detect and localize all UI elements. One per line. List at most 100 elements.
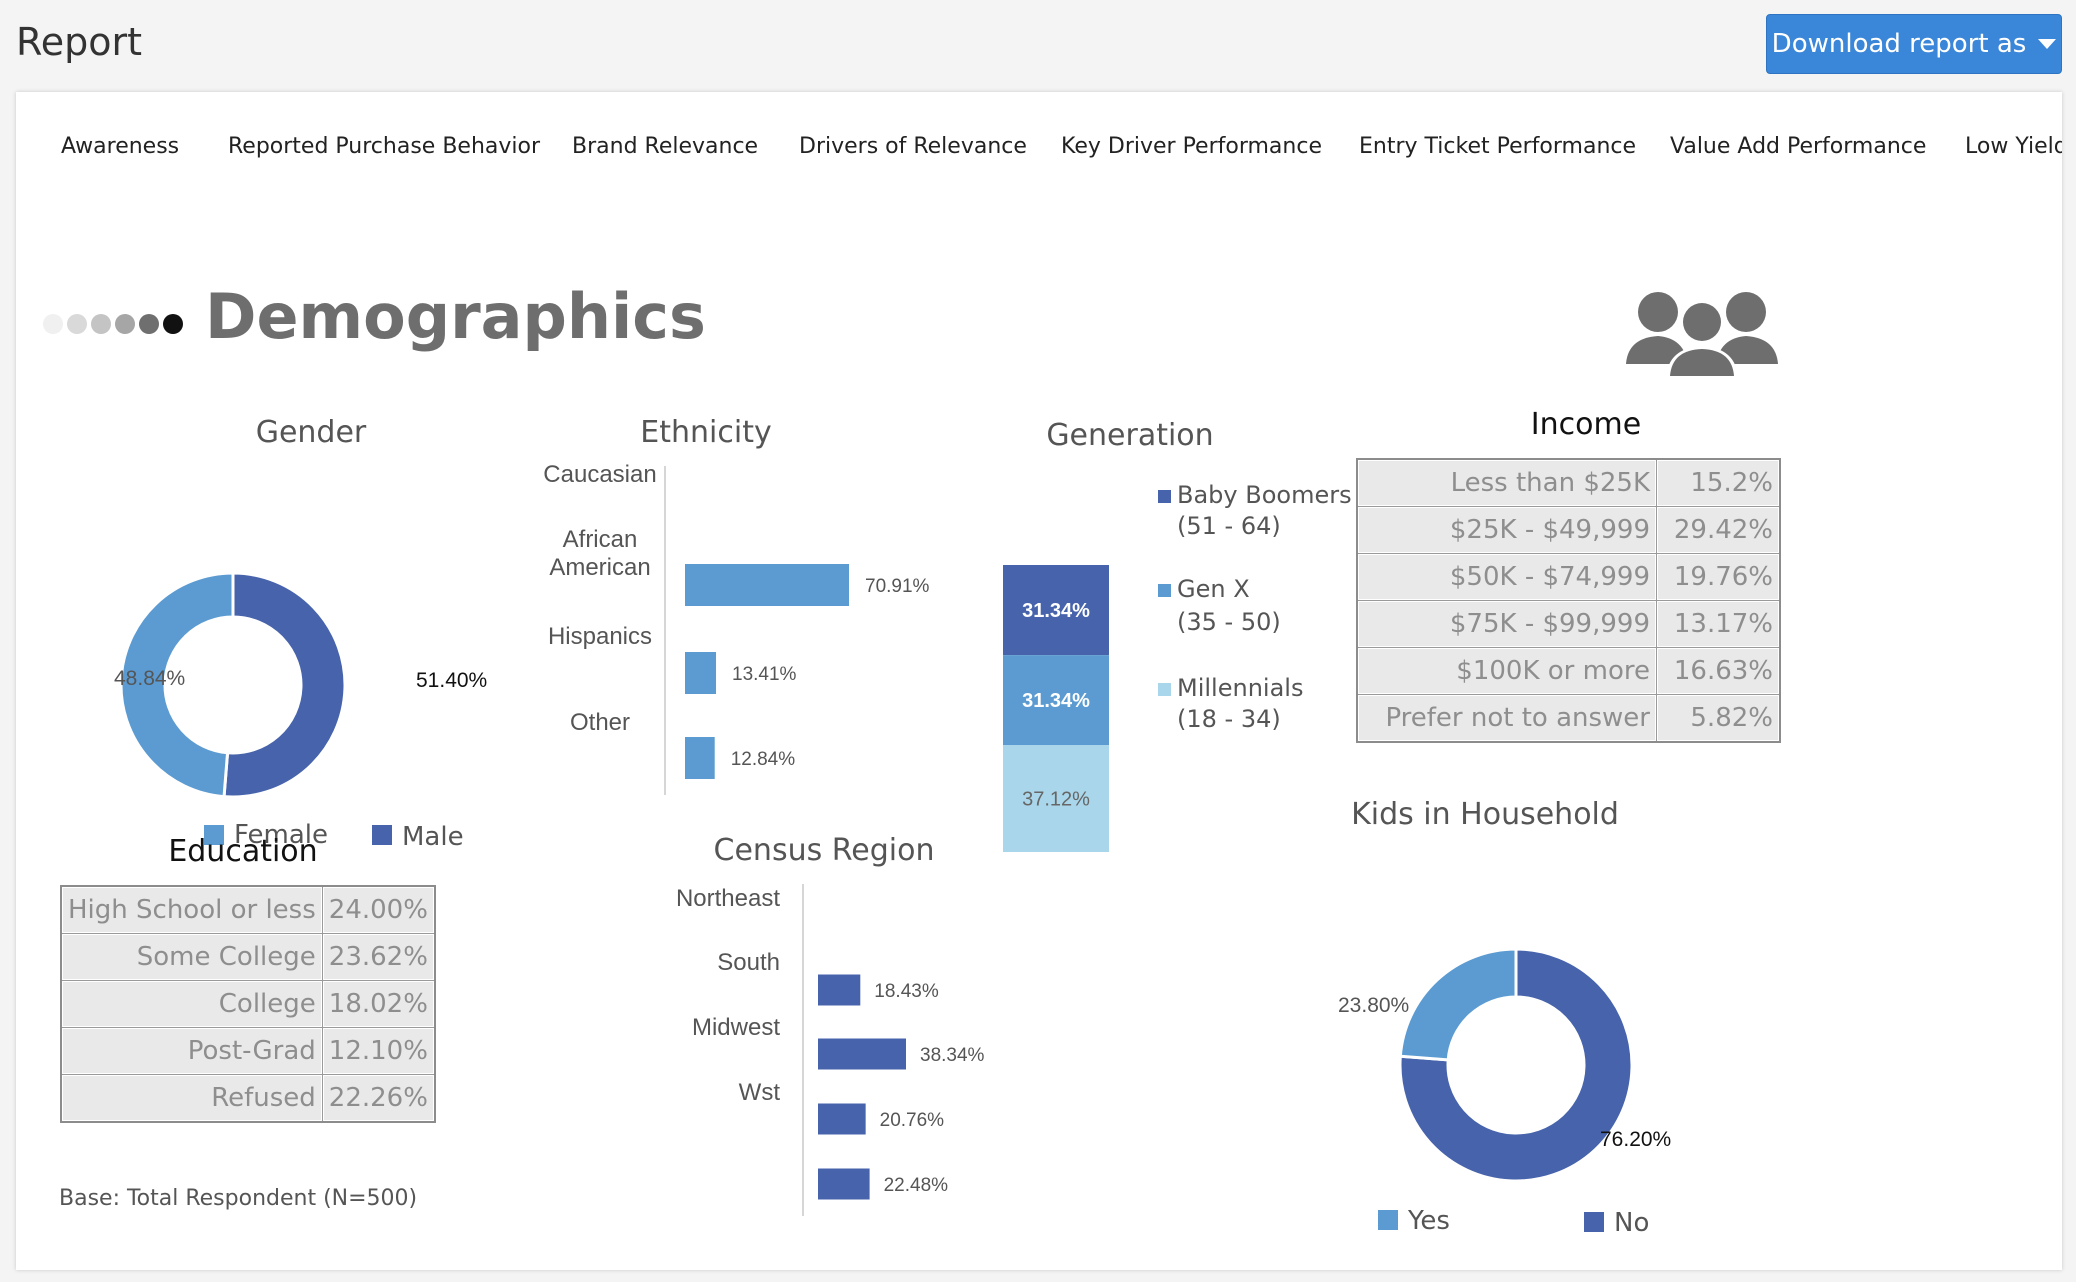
ethnicity-data-label-hispanics: 12.84%: [731, 749, 796, 770]
census-category-wst: Wst: [739, 1079, 781, 1106]
income-row-label: $25K - $49,999: [1356, 506, 1657, 554]
tab-low-yield[interactable]: Low Yield: [1965, 134, 2062, 159]
ethnicity-category-african-american: African American: [549, 526, 650, 581]
census-data-label-midwest: 20.76%: [880, 1110, 945, 1131]
income-table-title: Income: [1530, 407, 1642, 442]
generation-data-label-baby-boomers: 31.34%: [1022, 600, 1090, 622]
education-row-label: College: [60, 980, 323, 1028]
education-row-label: Refused: [60, 1074, 323, 1123]
education-table-row: Post-Grad 12.10%: [60, 1027, 436, 1075]
education-row-value: 18.02%: [321, 980, 436, 1028]
income-row-label: Prefer not to answer: [1356, 694, 1657, 743]
income-row-label: $50K - $74,999: [1356, 553, 1657, 601]
kids-legend-yes: Yes: [1407, 1206, 1450, 1236]
gender-slice-male: [222, 571, 347, 799]
generation-legend-millennials-swatch: [1158, 683, 1171, 696]
page-title: Report: [16, 20, 142, 64]
census-category-midwest: Midwest: [692, 1014, 780, 1041]
generation-legend-baby-boomers-range: (51 - 64): [1177, 512, 1281, 540]
kids-no-data-label: 76.20%: [1600, 1128, 1671, 1151]
group-of-people-icon: [1626, 292, 1778, 378]
kids-legend-no: No: [1614, 1208, 1649, 1238]
education-row-label: High School or less: [60, 885, 323, 934]
ethnicity-category-other: Other: [570, 709, 630, 736]
top-bar: Report Download report as: [0, 0, 2076, 92]
download-report-button[interactable]: Download report as: [1766, 14, 2062, 74]
generation-legend-gen-x-range: (35 - 50): [1177, 608, 1281, 636]
census-region-chart-title: Census Region: [714, 833, 935, 868]
generation-data-label-gen-x: 31.34%: [1022, 690, 1090, 712]
kids-in-household-chart: Kids in Household 23.80% 76.20% Yes No: [1338, 797, 1671, 1238]
tab-key-driver-performance[interactable]: Key Driver Performance: [1061, 134, 1322, 159]
ethnicity-bar-african-american: [685, 652, 717, 694]
income-row-value: 13.17%: [1656, 600, 1781, 648]
tab-reported-purchase-behavior[interactable]: Reported Purchase Behavior: [228, 134, 541, 159]
generation-legend-gen-x: Gen X: [1177, 575, 1250, 603]
gender-chart: Gender 48.84% 51.40% Female Male: [114, 415, 487, 852]
gender-slice-female: [119, 571, 235, 799]
census-data-label-northeast: 18.43%: [874, 981, 939, 1002]
education-row-value: 22.26%: [321, 1074, 436, 1123]
generation-segment-baby-boomers: [1003, 565, 1109, 656]
kids-chart-title: Kids in Household: [1351, 797, 1619, 832]
tab-entry-ticket-performance[interactable]: Entry Ticket Performance: [1359, 134, 1637, 159]
gender-chart-title: Gender: [256, 415, 367, 450]
income-row-value: 16.63%: [1656, 647, 1781, 695]
tab-value-add-performance[interactable]: Value Add Performance: [1670, 134, 1927, 159]
ethnicity-chart-title: Ethnicity: [640, 415, 771, 450]
census-region-chart: Census Region Northeast South Midwest Ws…: [676, 833, 985, 1216]
income-table-row: $50K - $74,999 19.76%: [1356, 553, 1781, 601]
income-row-label: $75K - $99,999: [1356, 600, 1657, 648]
census-data-label-wst: 22.48%: [884, 1175, 949, 1196]
generation-legend-gen-x-swatch: [1158, 584, 1171, 597]
education-table-row: College 18.02%: [60, 980, 436, 1028]
census-category-northeast: Northeast: [676, 885, 780, 912]
gender-legend-female-swatch: [204, 825, 224, 845]
tab-awareness[interactable]: Awareness: [61, 134, 180, 159]
ethnicity-bar-caucasian: [685, 564, 849, 606]
ethnicity-chart: Ethnicity Caucasian African American Hisp…: [543, 415, 930, 795]
income-row-label: Less than $25K: [1356, 458, 1657, 507]
ethnicity-data-label-caucasian: 70.91%: [865, 576, 930, 597]
ethnicity-bar-hispanics: [685, 737, 715, 779]
income-row-value: 19.76%: [1656, 553, 1781, 601]
generation-data-label-millennials: 37.12%: [1022, 789, 1090, 811]
income-table-row: Prefer not to answer 5.82%: [1356, 694, 1781, 743]
section-title: Demographics: [205, 280, 706, 353]
education-table-row: Refused 22.26%: [60, 1074, 436, 1123]
education-table-row: High School or less 24.00%: [60, 885, 436, 934]
gender-legend-female: Female: [234, 820, 328, 850]
generation-legend-millennials: Millennials: [1177, 674, 1303, 702]
income-table-row: $75K - $99,999 13.17%: [1356, 600, 1781, 648]
tab-brand-relevance[interactable]: Brand Relevance: [572, 134, 759, 159]
report-tabs: Awareness Reported Purchase Behavior Bra…: [16, 134, 2062, 174]
census-bar-south: [818, 1038, 906, 1070]
income-table-row: $25K - $49,999 29.42%: [1356, 506, 1781, 554]
report-card: Awareness Reported Purchase Behavior Bra…: [16, 92, 2062, 1270]
income-table-row: Less than $25K 15.2%: [1356, 458, 1781, 507]
generation-chart: Generation 31.34% 31.34% 37.12% Baby Boome…: [1003, 418, 1352, 852]
ethnicity-category-caucasian: Caucasian: [543, 461, 656, 488]
generation-segment-gen-x: [1003, 655, 1109, 746]
base-note: Base: Total Respondent (N=500): [59, 1186, 418, 1211]
generation-legend-baby-boomers: Baby Boomers: [1177, 481, 1352, 509]
education-row-label: Some College: [60, 933, 323, 981]
census-bar-wst: [818, 1168, 870, 1200]
gender-female-data-label: 48.84%: [114, 667, 185, 690]
census-bar-northeast: [818, 974, 861, 1006]
education-row-value: 24.00%: [321, 885, 436, 934]
education-row-value: 23.62%: [321, 933, 436, 981]
kids-legend-no-swatch: [1584, 1212, 1604, 1232]
income-table-row: $100K or more 16.63%: [1356, 647, 1781, 695]
gender-legend-male: Male: [402, 822, 464, 852]
download-button-label: Download report as: [1771, 29, 2027, 59]
kids-slice-no: [1398, 947, 1634, 1183]
gender-male-data-label: 51.40%: [416, 669, 487, 692]
income-row-value: 29.42%: [1656, 506, 1781, 554]
kids-yes-data-label: 23.80%: [1338, 994, 1409, 1017]
income-row-label: $100K or more: [1356, 647, 1657, 695]
progress-dots-icon: [43, 314, 183, 334]
generation-segment-millennials: [1003, 745, 1109, 852]
education-row-label: Post-Grad: [60, 1027, 323, 1075]
tab-drivers-of-relevance[interactable]: Drivers of Relevance: [799, 134, 1027, 159]
